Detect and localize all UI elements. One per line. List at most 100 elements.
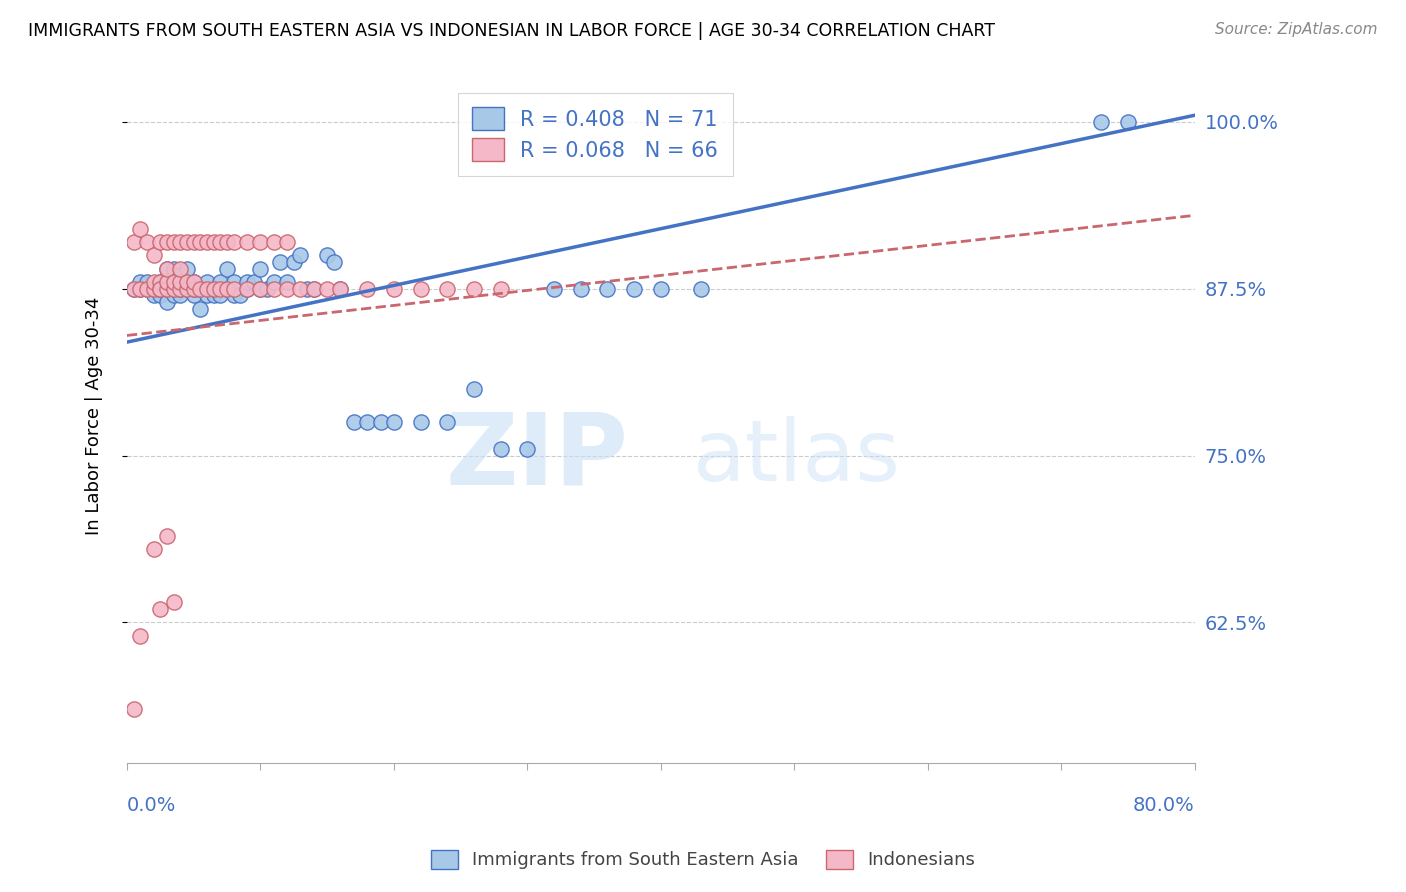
Point: [249, 282, 271, 296]
Point: [222, 282, 245, 296]
Point: [215, 261, 238, 276]
Point: [202, 235, 225, 249]
Point: [169, 288, 191, 302]
Point: [489, 442, 512, 456]
Point: [463, 382, 485, 396]
Point: [436, 415, 458, 429]
Point: [215, 235, 238, 249]
Point: [249, 282, 271, 296]
Text: Source: ZipAtlas.com: Source: ZipAtlas.com: [1215, 22, 1378, 37]
Point: [569, 282, 592, 296]
Point: [136, 282, 159, 296]
Point: [489, 282, 512, 296]
Point: [142, 275, 165, 289]
Point: [162, 288, 184, 302]
Point: [149, 275, 172, 289]
Point: [136, 275, 159, 289]
Point: [516, 442, 538, 456]
Point: [129, 282, 152, 296]
Point: [169, 261, 191, 276]
Point: [195, 235, 218, 249]
Point: [183, 275, 205, 289]
Point: [149, 235, 172, 249]
Point: [162, 235, 184, 249]
Point: [356, 415, 378, 429]
Point: [195, 275, 218, 289]
Point: [156, 235, 179, 249]
Point: [322, 255, 344, 269]
Point: [156, 261, 179, 276]
Point: [236, 282, 259, 296]
Point: [176, 282, 198, 296]
Point: [162, 595, 184, 609]
Point: [176, 261, 198, 276]
Point: [162, 275, 184, 289]
Point: [650, 282, 672, 296]
Point: [129, 221, 152, 235]
Text: 0.0%: 0.0%: [127, 796, 176, 815]
Point: [263, 275, 285, 289]
Point: [409, 282, 432, 296]
Point: [1090, 115, 1112, 129]
Point: [236, 275, 259, 289]
Point: [183, 282, 205, 296]
Point: [169, 268, 191, 283]
Point: [263, 235, 285, 249]
Point: [409, 415, 432, 429]
Point: [122, 282, 145, 296]
Point: [436, 282, 458, 296]
Point: [1116, 115, 1139, 129]
Point: [236, 282, 259, 296]
Point: [156, 275, 179, 289]
Point: [149, 602, 172, 616]
Point: [122, 235, 145, 249]
Point: [176, 282, 198, 296]
Point: [343, 415, 366, 429]
Point: [142, 541, 165, 556]
Text: ZIP: ZIP: [446, 409, 628, 506]
Point: [142, 282, 165, 296]
Point: [169, 275, 191, 289]
Point: [209, 288, 232, 302]
Point: [249, 235, 271, 249]
Point: [136, 235, 159, 249]
Point: [295, 282, 318, 296]
Point: [276, 235, 298, 249]
Point: [229, 288, 252, 302]
Point: [209, 275, 232, 289]
Y-axis label: In Labor Force | Age 30-34: In Labor Force | Age 30-34: [86, 296, 103, 534]
Point: [169, 282, 191, 296]
Point: [329, 282, 352, 296]
Point: [215, 282, 238, 296]
Point: [283, 255, 305, 269]
Point: [183, 282, 205, 296]
Point: [176, 275, 198, 289]
Point: [209, 282, 232, 296]
Point: [215, 282, 238, 296]
Point: [142, 248, 165, 262]
Point: [129, 282, 152, 296]
Point: [149, 275, 172, 289]
Point: [222, 275, 245, 289]
Point: [596, 282, 619, 296]
Point: [382, 415, 405, 429]
Point: [623, 282, 645, 296]
Point: [543, 282, 565, 296]
Point: [149, 282, 172, 296]
Point: [370, 415, 392, 429]
Point: [183, 288, 205, 302]
Point: [169, 282, 191, 296]
Point: [302, 282, 325, 296]
Point: [183, 275, 205, 289]
Point: [690, 282, 713, 296]
Point: [156, 282, 179, 296]
Point: [136, 282, 159, 296]
Point: [149, 288, 172, 302]
Point: [176, 235, 198, 249]
Point: [249, 261, 271, 276]
Point: [156, 275, 179, 289]
Legend: R = 0.408   N = 71, R = 0.068   N = 66: R = 0.408 N = 71, R = 0.068 N = 66: [458, 93, 733, 176]
Point: [156, 261, 179, 276]
Point: [256, 282, 278, 296]
Point: [276, 282, 298, 296]
